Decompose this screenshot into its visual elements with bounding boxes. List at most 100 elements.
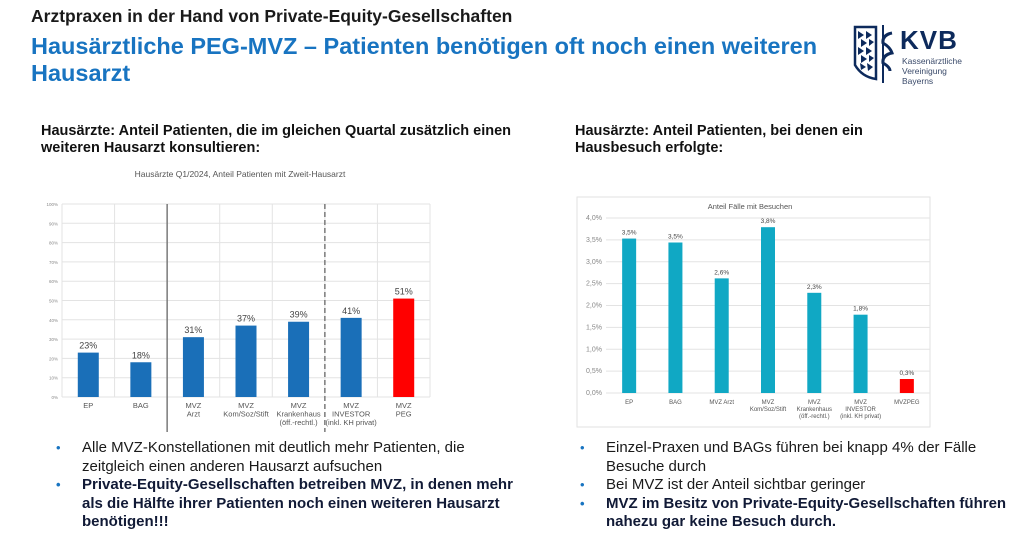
x-category-label: (öff.-rechtl.) bbox=[279, 418, 318, 427]
x-category-label: BAG bbox=[133, 401, 149, 410]
bullet-dot-icon: • bbox=[580, 495, 585, 511]
x-category-label: MVZ bbox=[238, 401, 254, 410]
x-category-label: (inkl. KH privat) bbox=[326, 418, 378, 427]
data-label: 51% bbox=[395, 287, 413, 297]
x-category-label: MVZ bbox=[808, 400, 821, 406]
bullet-text: Einzel-Praxen und BAGs führen bei knapp … bbox=[606, 439, 977, 475]
bullet-item: • MVZ im Besitz von Private-Equity-Gesell… bbox=[570, 495, 1010, 532]
bar bbox=[761, 227, 775, 393]
logo-wordmark: KVB bbox=[900, 25, 958, 55]
bar bbox=[853, 314, 868, 393]
left-chart-heading: Hausärzte: Anteil Patienten, die im glei… bbox=[41, 123, 512, 156]
x-category-label: (öff.-rechtl.) bbox=[799, 414, 830, 420]
y-tick-label: 20% bbox=[49, 356, 58, 361]
data-label: 3,8% bbox=[761, 218, 776, 225]
data-label: 23% bbox=[79, 341, 97, 351]
x-category-label: Kom/Soz/Stift bbox=[223, 410, 269, 419]
bar bbox=[807, 292, 822, 393]
logo-subtitle: Kassenärztliche Vereinigung Bayerns bbox=[902, 56, 962, 86]
x-category-label: MVZ bbox=[343, 401, 359, 410]
right-bar-chart: Anteil Fälle mit Besuchen 0,0% 0,5% 1,0% 1,5… bbox=[576, 196, 931, 428]
y-tick-label: 60% bbox=[49, 279, 58, 284]
y-tick-label: 100% bbox=[46, 202, 58, 207]
logo-subtitle-line: Bayerns bbox=[902, 76, 934, 86]
x-category-label: Krankenhaus bbox=[797, 407, 832, 413]
data-label: 39% bbox=[290, 310, 308, 320]
bullet-dot-icon: • bbox=[56, 477, 61, 492]
y-tick-label: 4,0% bbox=[586, 215, 602, 222]
y-tick-label: 30% bbox=[49, 337, 58, 342]
x-category-label: INVESTOR bbox=[845, 407, 876, 413]
y-tick-label: 50% bbox=[49, 299, 58, 304]
y-tick-label: 1,5% bbox=[586, 324, 602, 331]
y-tick-label: 10% bbox=[49, 376, 58, 381]
x-category-label: BAG bbox=[669, 400, 682, 406]
right-bullet-list: • Einzel-Praxen und BAGs führen bei knapp… bbox=[570, 439, 1010, 532]
x-category-label: Arzt bbox=[187, 410, 201, 419]
bullet-dot-icon: • bbox=[56, 440, 61, 455]
bar bbox=[340, 317, 362, 397]
x-category-label: MVZ bbox=[186, 401, 202, 410]
bullet-text: MVZ im Besitz von Private-Equity-Gesells… bbox=[606, 494, 1007, 531]
data-label: 3,5% bbox=[668, 234, 683, 241]
x-category-label: MVZ bbox=[291, 401, 307, 410]
logo-subtitle-line: Vereinigung bbox=[902, 66, 947, 76]
bullet-dot-icon: • bbox=[580, 477, 585, 492]
bar bbox=[130, 362, 152, 397]
x-category-label: MVZ bbox=[396, 401, 412, 410]
y-tick-label: 80% bbox=[49, 241, 58, 246]
x-category-label: EP bbox=[625, 400, 633, 406]
y-tick-label: 3,0% bbox=[586, 259, 602, 266]
x-category-label: MVZPEG bbox=[894, 400, 920, 406]
x-category-label: Krankenhaus bbox=[276, 410, 320, 419]
data-label: 1,8% bbox=[853, 306, 868, 313]
data-label: 2,6% bbox=[714, 269, 729, 276]
y-tick-label: 2,5% bbox=[586, 281, 602, 288]
bavarian-shield-aesculapius-icon bbox=[853, 25, 894, 83]
y-tick-label: 70% bbox=[49, 260, 58, 265]
y-tick-label: 40% bbox=[49, 318, 58, 323]
bullet-text: Private-Equity-Gesellschaften betreiben … bbox=[82, 476, 513, 530]
y-tick-label: 2,0% bbox=[586, 303, 602, 310]
y-tick-label: 3,5% bbox=[586, 237, 602, 244]
bullet-item: • Einzel-Praxen und BAGs führen bei knapp… bbox=[570, 439, 1010, 476]
bullet-item: • Alle MVZ-Konstellationen mit deutlich m… bbox=[46, 439, 516, 476]
y-tick-label: 1,0% bbox=[586, 346, 602, 353]
left-bar-chart: Hausärzte Q1/2024, Anteil Patienten mit … bbox=[46, 169, 431, 432]
bar bbox=[714, 278, 729, 393]
kvb-logo: KVB Kassenärztliche Vereinigung Bayerns bbox=[852, 23, 1022, 89]
bullet-item: • Private-Equity-Gesellschaften betreiben… bbox=[46, 476, 516, 532]
y-tick-label: 0% bbox=[51, 395, 58, 400]
bullet-text: Bei MVZ ist der Anteil sichtbar geringer bbox=[606, 476, 866, 493]
x-category-label: MVZ Arzt bbox=[709, 400, 734, 406]
bar bbox=[288, 321, 310, 397]
x-category-label: (inkl. KH privat) bbox=[840, 414, 881, 420]
x-category-label: INVESTOR bbox=[332, 410, 371, 419]
x-category-label: EP bbox=[83, 401, 93, 410]
data-label: 41% bbox=[342, 306, 360, 316]
x-category-label: MVZ bbox=[854, 400, 867, 406]
bullet-dot-icon: • bbox=[580, 440, 585, 455]
right-chart-heading: Hausärzte: Anteil Patienten, bei denen e… bbox=[575, 123, 863, 156]
bar bbox=[77, 352, 99, 397]
data-label: 3,5% bbox=[622, 230, 637, 237]
data-label: 31% bbox=[184, 325, 202, 335]
x-category-label: MVZ bbox=[762, 400, 775, 406]
data-label: 37% bbox=[237, 314, 255, 324]
bar bbox=[235, 325, 257, 397]
bullet-text: Alle MVZ-Konstellationen mit deutlich me… bbox=[82, 439, 465, 475]
slide-title: Hausärztliche PEG-MVZ – Patienten benöti… bbox=[31, 33, 818, 86]
bar bbox=[393, 298, 415, 397]
chart-title: Hausärzte Q1/2024, Anteil Patienten mit … bbox=[135, 169, 346, 179]
bar bbox=[899, 379, 914, 393]
y-tick-label: 0,0% bbox=[586, 390, 602, 397]
left-bullet-list: • Alle MVZ-Konstellationen mit deutlich m… bbox=[46, 439, 516, 532]
y-tick-label: 0,5% bbox=[586, 368, 602, 375]
x-category-label: Kom/Soz/Stift bbox=[750, 407, 787, 413]
bar bbox=[622, 238, 637, 393]
bar bbox=[182, 337, 204, 397]
chart-title: Anteil Fälle mit Besuchen bbox=[708, 202, 793, 211]
y-tick-label: 90% bbox=[49, 221, 58, 226]
slide-supertitle: Arztpraxen in der Hand von Private-Equit… bbox=[31, 6, 513, 26]
x-category-label: PEG bbox=[396, 410, 412, 419]
